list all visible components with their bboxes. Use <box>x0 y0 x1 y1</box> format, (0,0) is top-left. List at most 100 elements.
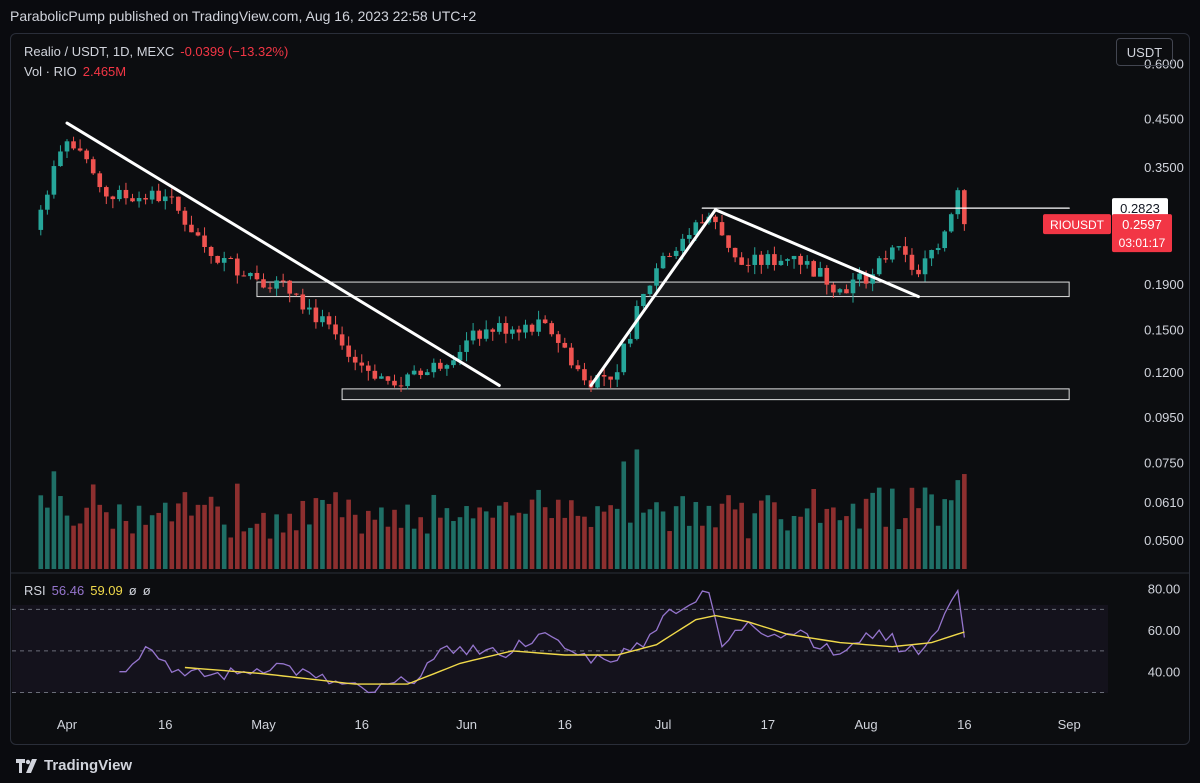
volume-bar <box>261 512 266 569</box>
volume-bar <box>149 515 155 569</box>
candle-body <box>732 247 738 258</box>
volume-bar <box>673 506 679 569</box>
price-tick-label: 0.1500 <box>1144 322 1184 337</box>
date-tick-label: 16 <box>158 717 172 732</box>
volume-bar <box>313 498 319 569</box>
candle-body <box>392 380 397 386</box>
price-chart[interactable]: 0.6000 0.4500 0.3500 0.1900 0.1500 0.1200 0.09… <box>0 0 1200 745</box>
candle-body <box>411 370 417 375</box>
volume-bar <box>64 515 70 569</box>
volume-bar <box>123 520 129 569</box>
volume-bar <box>667 531 672 569</box>
candle-body <box>438 362 443 369</box>
candle-body <box>280 280 286 282</box>
candle-body <box>326 316 332 325</box>
volume-bar <box>876 487 882 569</box>
volume-bar <box>464 506 469 569</box>
candle-body <box>575 365 581 370</box>
date-tick-label: Sep <box>1058 717 1081 732</box>
candle-body <box>136 198 142 202</box>
candles <box>38 136 967 392</box>
volume-bar <box>45 507 50 569</box>
candle-body <box>274 280 279 289</box>
volume-bar <box>431 494 437 569</box>
volume-bar <box>909 487 915 569</box>
candle-body <box>45 194 50 210</box>
volume-label[interactable]: Vol · RIO <box>24 64 77 79</box>
volume-bar <box>497 505 502 569</box>
symbol-title[interactable]: Realio / USDT, 1D, MEXC <box>24 44 175 59</box>
candle-body <box>149 190 155 200</box>
countdown-text: 03:01:17 <box>1119 236 1166 250</box>
volume-bar <box>156 512 161 569</box>
candle-body <box>516 329 522 333</box>
volume-bar <box>916 508 921 569</box>
publisher-line: ParabolicPump published on TradingView.c… <box>10 8 477 24</box>
candle-body <box>130 198 135 202</box>
candle-body <box>182 210 188 225</box>
volume-bar <box>948 500 954 569</box>
candle-body <box>300 294 306 310</box>
footer-brand: TradingView <box>44 757 133 774</box>
volume-bar <box>660 511 666 569</box>
candle-body <box>778 260 784 266</box>
volume-bar <box>654 502 659 569</box>
volume-bar <box>549 518 554 569</box>
volume-bar <box>162 502 168 569</box>
candle-body <box>307 307 312 310</box>
volume-bar <box>280 532 286 569</box>
volume-bar <box>935 525 941 569</box>
volume-bar <box>542 507 548 569</box>
candle-body <box>90 159 96 174</box>
volume-bar <box>110 528 116 569</box>
volume-bar <box>601 511 607 569</box>
volume-bar <box>287 513 292 569</box>
price-tick-label: 0.0610 <box>1144 495 1184 510</box>
rsi-tick-label: 40.00 <box>1148 665 1181 680</box>
price-tick-label: 0.3500 <box>1144 160 1184 175</box>
volume-bar <box>804 508 810 569</box>
candle-body <box>162 196 168 202</box>
volume-bar <box>182 492 188 569</box>
candle-body <box>890 247 895 260</box>
volume-bar <box>392 509 397 569</box>
price-tick-label: 0.0500 <box>1144 533 1184 548</box>
volume-bar <box>726 495 731 569</box>
candle-body <box>857 273 862 280</box>
candle-body <box>804 261 810 265</box>
trendline <box>589 208 717 387</box>
volume-bar <box>195 504 201 569</box>
rsi-tick-label: 60.00 <box>1148 623 1181 638</box>
volume-bar <box>339 517 345 569</box>
volume-bar <box>752 513 758 569</box>
candle-body <box>254 272 260 280</box>
candle-body <box>962 190 967 225</box>
volume-bars <box>38 449 967 569</box>
candle-body <box>909 254 915 270</box>
candle-body <box>156 190 161 202</box>
volume-bar <box>84 507 89 569</box>
currency-button[interactable]: USDT <box>1116 38 1173 66</box>
volume-bar <box>955 480 961 569</box>
volume-bar <box>700 525 705 569</box>
volume-bar <box>883 526 889 569</box>
candle-body <box>654 268 659 286</box>
volume-bar <box>693 502 699 569</box>
candle-body <box>202 235 207 248</box>
volume-bar <box>411 528 417 569</box>
volume-bar <box>628 522 633 569</box>
volume-bar <box>241 531 247 569</box>
candle-body <box>208 247 214 256</box>
rsi-label[interactable]: RSI <box>24 583 46 598</box>
candle-body <box>372 370 378 379</box>
candle-body <box>824 267 830 285</box>
candle-body <box>503 323 509 334</box>
candle-body <box>680 238 685 251</box>
volume-bar <box>890 488 895 569</box>
volume-bar <box>77 523 83 569</box>
volume-bar <box>228 537 234 569</box>
rsi-extra-1: ø <box>128 583 137 598</box>
candle-body <box>726 235 731 248</box>
tradingview-logo[interactable]: TradingView <box>16 757 132 774</box>
candle-body <box>444 365 450 369</box>
